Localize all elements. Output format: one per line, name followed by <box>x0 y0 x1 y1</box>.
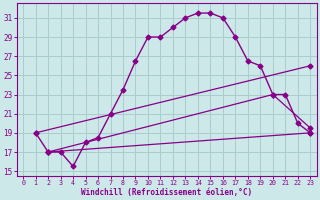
X-axis label: Windchill (Refroidissement éolien,°C): Windchill (Refroidissement éolien,°C) <box>81 188 252 197</box>
